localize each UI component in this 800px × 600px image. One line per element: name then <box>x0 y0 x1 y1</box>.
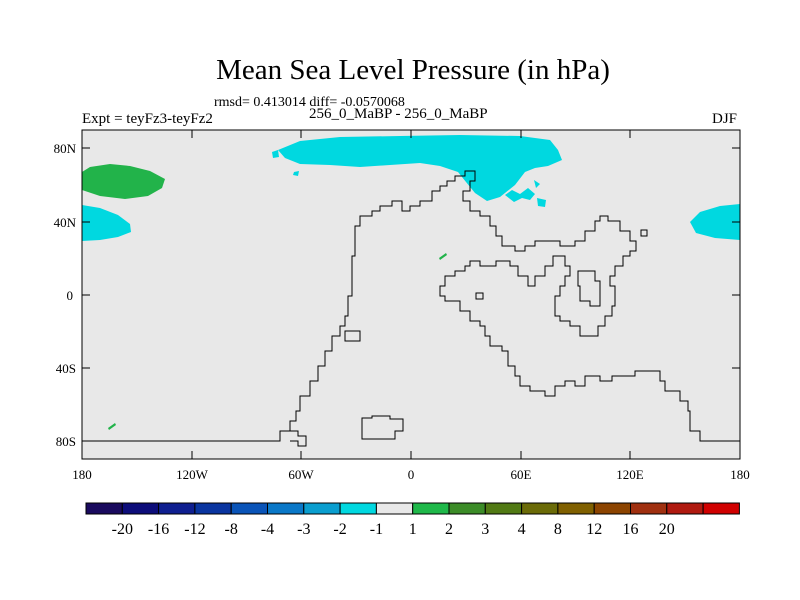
lon-label: 0 <box>408 467 415 482</box>
colorbar-swatch <box>702 502 740 515</box>
west-pacific-negative-region <box>82 205 131 241</box>
lon-label: 120E <box>616 467 644 482</box>
coastline-small-island-1 <box>475 292 484 300</box>
colorbar-label: 8 <box>554 521 562 538</box>
map-background <box>82 130 740 459</box>
experiment-label: Expt = teyFz3-teyFz2 <box>82 111 213 127</box>
colorbar-swatch <box>267 502 305 515</box>
east-pacific-negative-region <box>690 204 740 240</box>
coastline-antarctic-piece <box>361 415 404 440</box>
coastline-small-island-2 <box>640 229 648 237</box>
latitude-labels: 80N 40N 0 40S 80S <box>54 141 77 449</box>
colorbar-label: -8 <box>225 521 238 538</box>
arctic-negative-region <box>278 135 562 201</box>
lat-label: 40S <box>56 361 76 376</box>
colorbar-swatch <box>158 502 196 515</box>
colorbar-swatch <box>230 502 268 515</box>
map-title: Mean Sea Level Pressure (in hPa) <box>216 54 610 86</box>
colorbar-swatch <box>630 502 668 515</box>
colorbar-label: -1 <box>370 521 383 538</box>
longitude-ticks <box>191 130 631 459</box>
colorbar-swatch <box>303 502 341 515</box>
colorbar-swatch <box>666 502 704 515</box>
north-atlantic-spots <box>505 180 546 207</box>
small-spot-2 <box>293 171 299 176</box>
colorbar-label: 3 <box>481 521 489 538</box>
colorbar-label: 4 <box>518 521 526 538</box>
north-pacific-positive-region <box>82 164 165 199</box>
colorbar-swatch <box>339 502 377 515</box>
colorbar-label: 16 <box>623 521 639 538</box>
colorbar-swatch <box>484 502 523 515</box>
colorbar-label: 20 <box>659 521 675 538</box>
negative-anomaly-regions <box>82 135 740 241</box>
colorbar-label: 12 <box>586 521 602 538</box>
colorbar-label: 2 <box>445 521 453 538</box>
lon-label: 180 <box>730 467 750 482</box>
colorbar-label: -12 <box>184 521 205 538</box>
lon-label: 180 <box>72 467 92 482</box>
colorbar-label: -20 <box>112 521 133 538</box>
coastline-inner-lake <box>577 270 601 307</box>
colorbar-swatch <box>375 502 414 515</box>
colorbar-swatch <box>85 502 123 515</box>
colorbar-label: -4 <box>261 521 274 538</box>
lat-label: 80N <box>54 141 77 156</box>
colorbar-swatch <box>557 502 595 515</box>
lon-label: 60W <box>288 467 314 482</box>
coastline-small-island-3 <box>344 330 361 342</box>
comparison-label: 256_0_MaBP - 256_0_MaBP <box>309 106 488 122</box>
coastlines <box>82 170 740 447</box>
season-label: DJF <box>712 111 738 127</box>
small-positive-streak-2 <box>108 423 116 430</box>
latitude-ticks <box>82 147 740 442</box>
lat-label: 80S <box>56 434 76 449</box>
colorbar-swatch <box>593 502 632 515</box>
colorbar-swatch <box>194 502 232 515</box>
colorbar-swatch <box>448 502 486 515</box>
colorbar-swatch <box>121 502 160 515</box>
lat-label: 0 <box>67 288 74 303</box>
colorbar: -20 -16 -12 -8 -4 -3 -2 -1 1 2 3 4 8 12 16 20 <box>85 502 740 538</box>
colorbar-label: -3 <box>297 521 310 538</box>
colorbar-label: -16 <box>148 521 169 538</box>
lat-label: 40N <box>54 215 77 230</box>
colorbar-swatch <box>412 502 450 515</box>
coastline-main-continent <box>82 170 740 442</box>
positive-anomaly-regions <box>82 164 447 430</box>
lon-label: 120W <box>176 467 209 482</box>
lon-label: 60E <box>511 467 532 482</box>
longitude-labels: 180 120W 60W 0 60E 120E 180 <box>72 467 750 482</box>
small-spot-1 <box>272 150 279 158</box>
coastline-small-island-4 <box>290 430 307 447</box>
stats-text: rmsd= 0.413014 diff= -0.0570068 <box>214 95 405 110</box>
colorbar-swatch <box>521 502 559 515</box>
colorbar-label: 1 <box>409 521 417 538</box>
small-positive-streak-1 <box>439 253 447 260</box>
colorbar-label: -2 <box>333 521 346 538</box>
